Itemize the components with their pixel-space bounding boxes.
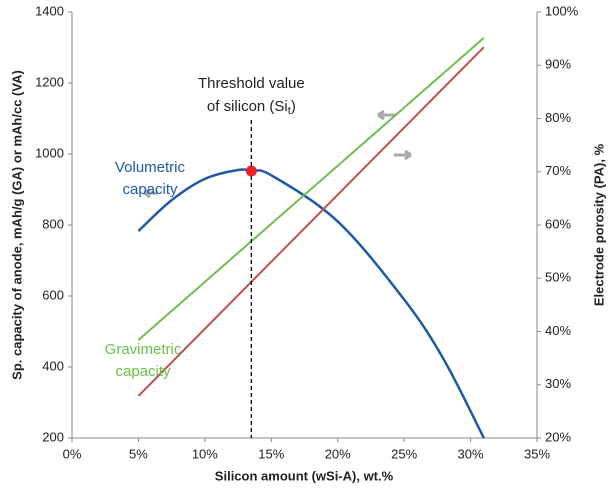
y-tick-label: 1400 [35,3,64,18]
x-tick-label: 20% [325,446,351,461]
threshold-label: of silicon (Sit) [207,98,296,117]
arrow [394,149,412,161]
y-axis-label: Sp. capacity of anode, mAh/g (GA) or mAh… [9,70,24,380]
threshold-label: Threshold value [198,75,305,92]
arrow [377,109,395,121]
threshold-label-text: ) [291,98,296,115]
y-tick-label: 1200 [35,74,64,89]
y-tick-label: 600 [42,287,64,302]
series-line [137,37,485,341]
y-tick-label: 800 [42,216,64,231]
arrow [143,187,158,199]
y-tick-label: 200 [42,429,64,444]
series-label: Gravimetric [105,341,182,358]
series-line [137,46,485,397]
x-tick-label: 0% [63,446,82,461]
x-tick-label: 30% [458,446,484,461]
y2-tick-label: 50% [545,270,571,285]
series-line [137,168,485,439]
series-label: capacity [115,363,171,380]
y2-tick-label: 70% [545,163,571,178]
arrows [143,109,412,199]
y2-tick-label: 40% [545,323,571,338]
threshold-label-sub: t [288,105,291,117]
y-tick-label: 400 [42,358,64,373]
y2-tick-label: 90% [545,57,571,72]
x-tick-label: 25% [391,446,417,461]
series-label: capacity [122,181,178,198]
x-tick-label: 15% [258,446,284,461]
x-tick-label: 10% [192,446,218,461]
y2-tick-label: 20% [545,429,571,444]
x-axis-label: Silicon amount (wSi-A), wt.% [215,468,394,483]
x-tick-label: 35% [524,446,550,461]
y-tick-label: 1000 [35,145,64,160]
y2-tick-label: 80% [545,110,571,125]
series-label: Volumetric [115,159,186,176]
x-tick-label: 5% [129,446,148,461]
threshold-point [245,165,257,177]
y2-tick-label: 100% [545,3,579,18]
threshold-label-text: of silicon (Si [207,98,288,115]
y2-tick-label: 30% [545,376,571,391]
y2-tick-label: 60% [545,216,571,231]
y2-axis-label: Electrode porosity (PA), % [591,143,606,306]
